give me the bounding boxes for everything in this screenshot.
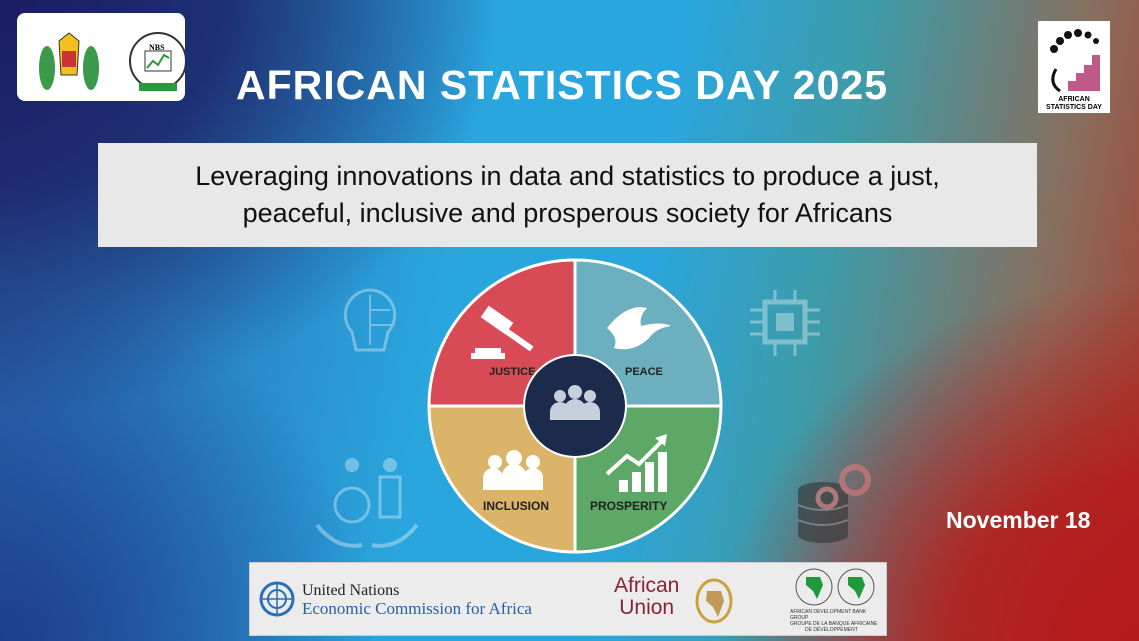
au-line-1: African <box>614 574 680 597</box>
afdb-line-3: DE DÉVELOPPEMENT <box>805 627 858 633</box>
accessibility-care-icon <box>315 458 419 548</box>
page-title: AFRICAN STATISTICS DAY 2025 <box>236 62 889 108</box>
au-line-2: Union <box>619 596 675 619</box>
afdb-emblem-icon <box>795 568 875 606</box>
government-logos: NBS <box>17 13 185 101</box>
growth-chart-icon <box>605 434 667 492</box>
label-justice: JUSTICE <box>489 366 535 378</box>
pillars-wheel: JUSTICE PEACE INCLUSION PROSPERITY <box>427 258 723 554</box>
un-emblem-icon <box>259 581 295 617</box>
gavel-icon <box>471 305 534 359</box>
theme-banner: Leveraging innovations in data and stati… <box>98 143 1037 247</box>
uneca-line-2: Economic Commission for Africa <box>302 599 532 618</box>
african-statistics-day-logo: AFRICAN STATISTICS DAY <box>1038 21 1110 113</box>
label-inclusion: INCLUSION <box>483 499 549 513</box>
svg-text:NBS: NBS <box>149 43 165 52</box>
theme-line-2: peaceful, inclusive and prosperous socie… <box>242 198 893 228</box>
coat-of-arms-icon: NBS <box>39 32 185 91</box>
database-gears-icon <box>797 464 871 543</box>
partner-logos-bar: United Nations Economic Commission for A… <box>249 562 887 636</box>
event-date: November 18 <box>946 507 1091 533</box>
lightbulb-circuit-icon <box>343 288 397 352</box>
svg-text:STATISTICS DAY: STATISTICS DAY <box>1046 104 1102 111</box>
people-icon <box>483 450 543 490</box>
microchip-icon <box>750 290 820 356</box>
afdb-line-1: AFRICAN DEVELOPMENT BANK GROUP <box>790 609 867 621</box>
svg-text:AFRICAN: AFRICAN <box>1058 96 1090 103</box>
au-emblem-icon <box>695 578 733 624</box>
label-prosperity: PROSPERITY <box>590 499 667 513</box>
label-peace: PEACE <box>625 366 663 378</box>
theme-line-1: Leveraging innovations in data and stati… <box>195 161 940 191</box>
uneca-line-1: United Nations <box>302 582 400 599</box>
group-icon <box>550 385 600 420</box>
afdb-line-2: GROUPE DE LA BANQUE AFRICAINE <box>790 621 878 627</box>
dove-icon <box>607 307 671 350</box>
